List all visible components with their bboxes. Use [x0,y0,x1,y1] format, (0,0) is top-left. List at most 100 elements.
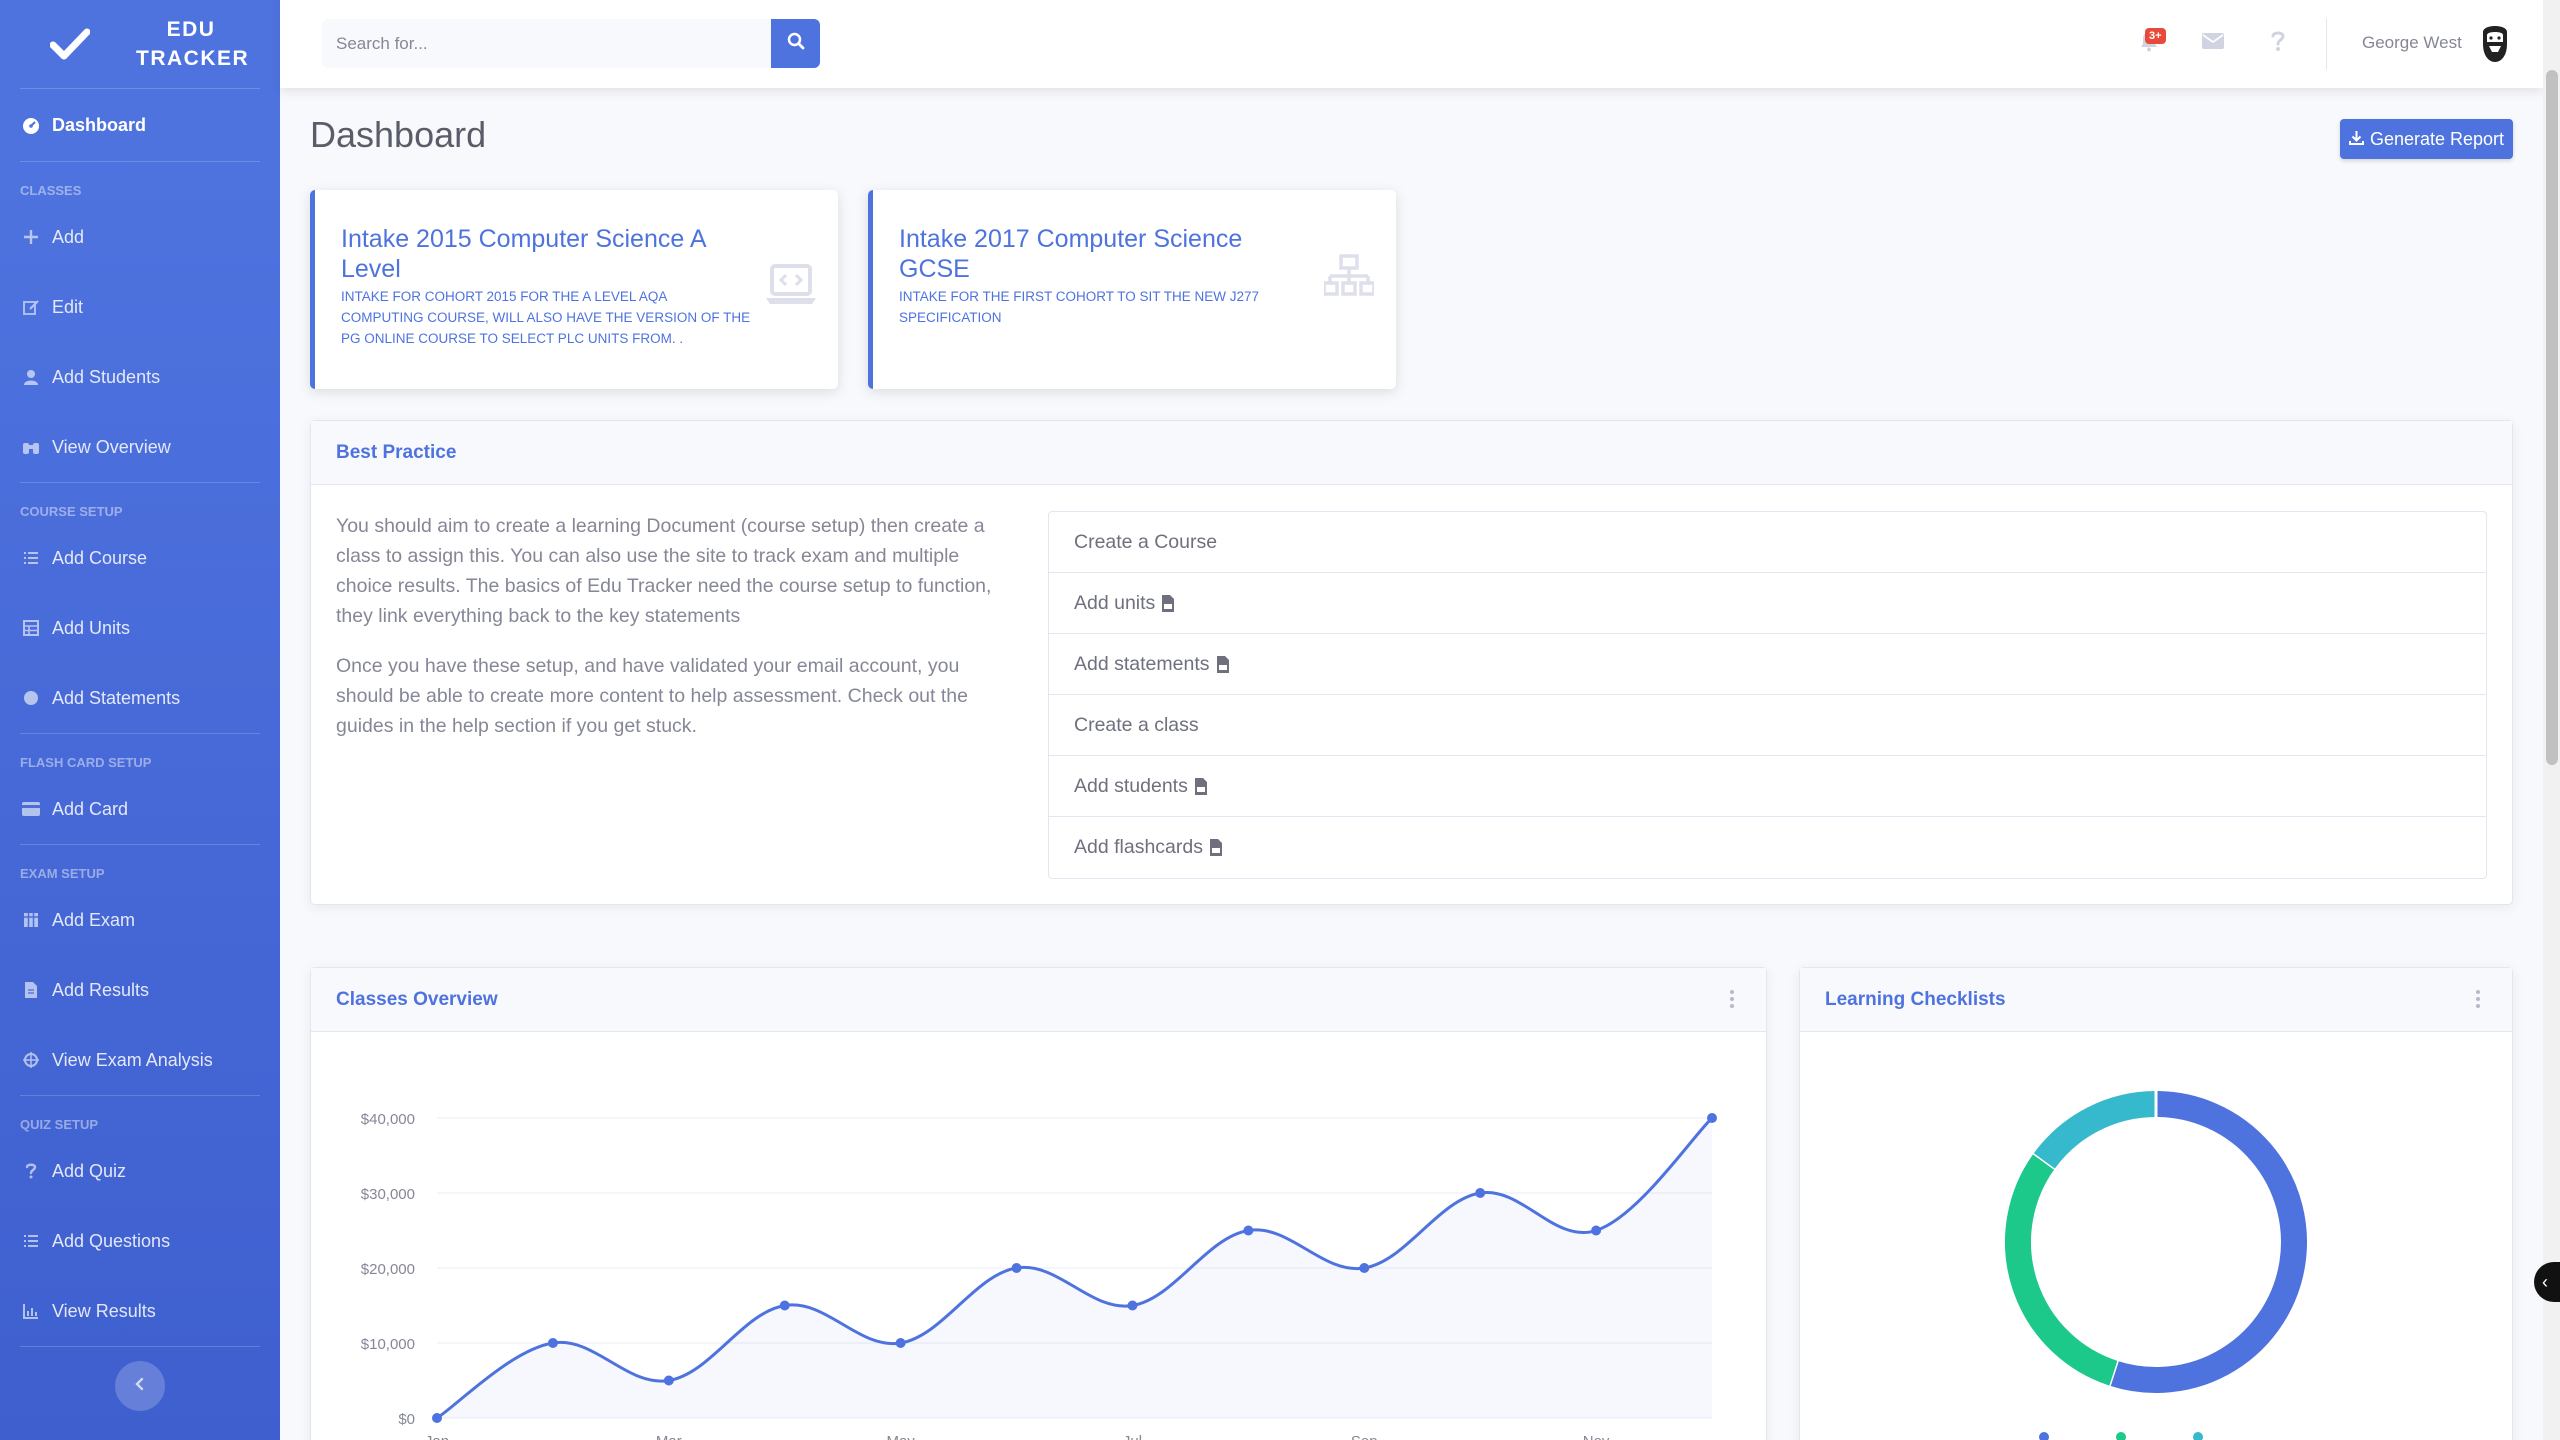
data-point [663,1375,674,1386]
best-practice-text: You should aim to create a learning Docu… [336,511,1011,761]
sidebar-item-view-exam-analysis[interactable]: View Exam Analysis [0,1025,280,1095]
more-options-icon[interactable] [2476,990,2480,1011]
brand-line-1: EDU [166,18,216,41]
sidebar-heading: CLASSES [20,183,82,198]
search-icon [787,32,805,55]
chevron-left-icon: ‹ [2542,1271,2548,1292]
binoculars-icon [20,436,42,458]
donut-slice[interactable] [2109,1091,2307,1393]
sidebar-item-add-quiz[interactable]: Add Quiz [0,1136,280,1206]
sidebar-item-view-results[interactable]: View Results [0,1276,280,1346]
best-practice-paragraph: Once you have these setup, and have vali… [336,655,968,737]
sidebar-item-add[interactable]: Add [0,202,280,272]
legend-dot [2193,1432,2203,1440]
crosshair-icon [20,1049,42,1071]
best-practice-paragraph: You should aim to create a learning Docu… [336,515,992,627]
generate-report-label: Generate Report [2369,128,2505,149]
best-practice-step[interactable]: Add units [1049,573,2486,634]
search-input[interactable] [322,19,771,68]
data-point [1707,1113,1717,1123]
learning-checklists-card: Learning Checklists [1799,967,2513,1440]
y-tick-label: $20,000 [361,1261,415,1278]
globe-icon [20,687,42,709]
x-tick-label: Sep [1351,1433,1378,1440]
generate-report-button[interactable]: Generate Report [2340,119,2513,159]
sidebar-item-label: Add Results [52,979,150,1000]
sidebar-item-label: Add Units [52,617,131,638]
avatar[interactable] [2475,22,2515,64]
alerts-badge: 3+ [2145,28,2166,44]
best-practice-step[interactable]: Create a Course [1049,512,2486,573]
classes-overview-chart: $0 $10,000 $20,000 $30,000 $40,000 Jan Mar May J… [361,1111,1717,1440]
page-title: Dashboard [310,114,487,155]
laptop-code-icon [766,264,816,311]
envelope-icon [2202,32,2224,54]
y-tick-label: $0 [398,1411,415,1428]
series-area [437,1118,1712,1418]
search-button[interactable] [771,19,820,68]
file-document-icon[interactable] [1194,777,1208,795]
side-tab-button[interactable]: ‹ [2534,1262,2560,1302]
best-practice-step[interactable]: Add flashcards [1049,817,2486,878]
download-icon [2348,129,2370,150]
data-point [547,1338,558,1348]
best-practice-step[interactable]: Add statements [1049,634,2486,695]
file-document-icon[interactable] [1209,839,1223,856]
sidebar-item-add-exam[interactable]: Add Exam [0,885,280,955]
sidebar-item-add-questions[interactable]: Add Questions [0,1206,280,1276]
user-name[interactable]: George West [2362,33,2462,52]
file-document-icon[interactable] [1161,594,1175,612]
best-practice-step[interactable]: Create a class [1049,695,2486,756]
scrollbar-thumb[interactable] [2546,70,2558,765]
sidebar-item-label: Add [52,226,85,247]
step-label: Add students [1074,774,1188,797]
sidebar-item-add-students[interactable]: Add Students [0,342,280,412]
brand-text: EDU TRACKER [136,15,248,73]
data-point [1127,1300,1138,1311]
sidebar-item-edit[interactable]: Edit [0,272,280,342]
chevron-left-icon [133,1377,147,1396]
intake-card[interactable]: Intake 2015 Computer Science A Level INT… [310,190,838,389]
sidebar-item-label: Add Students [52,366,161,387]
sidebar-item-view-overview[interactable]: View Overview [0,412,280,482]
sidebar-item-add-card[interactable]: Add Card [0,774,280,844]
sidebar-item-add-units[interactable]: Add Units [0,593,280,663]
classes-overview-header: Classes Overview [311,968,1766,1032]
legend-dot [2116,1432,2126,1440]
sidebar-toggle-button[interactable] [115,1361,165,1411]
sidebar-item-add-results[interactable]: Add Results [0,955,280,1025]
intake-card[interactable]: Intake 2017 Computer Science GCSE INTAKE… [868,190,1396,389]
topbar: 3+ George West [280,0,2543,88]
card-title: Learning Checklists [1825,988,2006,1010]
donut-slice[interactable] [2005,1153,2118,1386]
sidebar-divider [20,1346,260,1347]
sidebar-heading: EXAM SETUP [20,866,105,881]
sidebar-divider [20,1095,260,1096]
list-icon [20,547,42,569]
sidebar-item-add-course[interactable]: Add Course [0,523,280,593]
sidebar-heading: QUIZ SETUP [20,1117,99,1132]
donut-slice[interactable] [2033,1091,2157,1169]
series-line [436,1116,1714,1420]
data-point [432,1413,442,1423]
messages-button[interactable] [2198,28,2228,58]
intake-title[interactable]: Intake 2015 Computer Science A Level [341,225,706,283]
intake-title[interactable]: Intake 2017 Computer Science GCSE [899,225,1243,283]
sidebar-item-add-statements[interactable]: Add Statements [0,663,280,733]
sidebar-item-dashboard[interactable]: Dashboard [0,89,280,161]
y-tick-label: $10,000 [361,1336,415,1353]
tachometer-icon [20,114,42,136]
columns-icon [20,909,42,931]
sidebar-item-label: Dashboard [52,114,147,135]
y-tick-label: $30,000 [361,1186,415,1203]
best-practice-step[interactable]: Add students [1049,756,2486,817]
help-button[interactable] [2263,28,2293,58]
sidebar-item-label: Add Statements [52,687,181,708]
file-document-icon[interactable] [1216,655,1230,673]
data-point [1591,1225,1602,1236]
sidebar-divider [20,161,260,162]
brand[interactable]: EDU TRACKER [0,0,280,88]
x-tick-label: Jul [1123,1433,1142,1440]
network-icon [1322,254,1376,303]
more-options-icon[interactable] [1730,990,1734,1011]
